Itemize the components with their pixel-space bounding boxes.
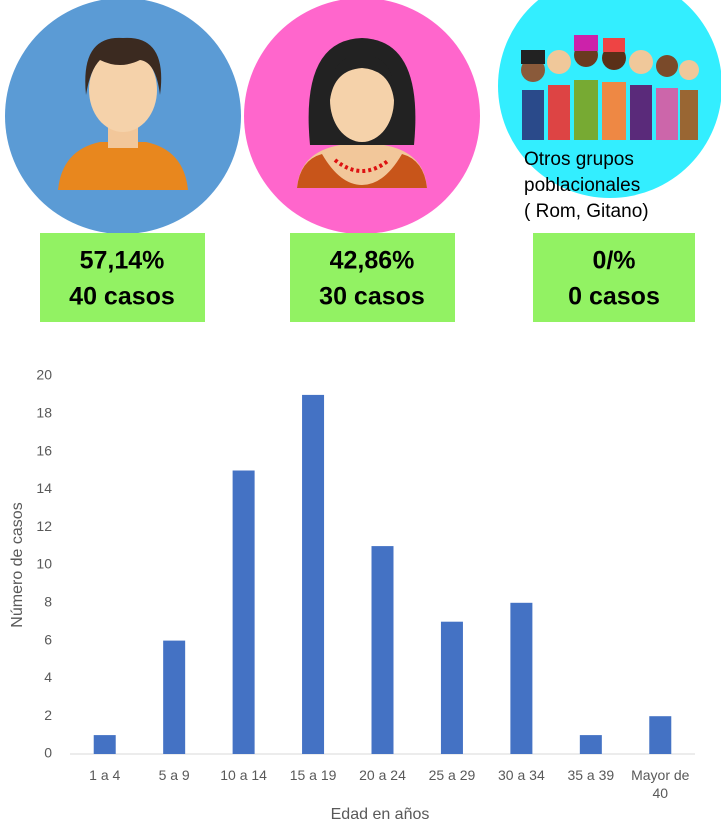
bar (233, 471, 255, 755)
bar (441, 622, 463, 754)
x-tick-label: Mayor de 40 (627, 766, 693, 802)
bar (163, 641, 185, 754)
y-tick-label: 14 (36, 480, 52, 496)
bar (510, 603, 532, 754)
bar (580, 735, 602, 754)
cases: 0 casos (568, 283, 660, 311)
y-tick-label: 20 (36, 367, 52, 383)
x-axis-label: Edad en años (331, 806, 430, 823)
x-tick-label: 1 a 4 (72, 766, 138, 784)
y-tick-label: 18 (36, 405, 52, 421)
x-tick-label: 10 a 14 (211, 766, 277, 784)
page: Otros grupos poblacionales ( Rom, Gitano… (0, 0, 721, 825)
x-tick-label: 25 a 29 (419, 766, 485, 784)
y-tick-label: 16 (36, 442, 52, 458)
bar (649, 716, 671, 754)
percent: 42,86% (330, 247, 415, 275)
bar (302, 395, 324, 754)
cases: 30 casos (319, 283, 425, 311)
percent: 0/% (592, 247, 635, 275)
bar (372, 546, 394, 754)
y-tick-label: 0 (44, 745, 52, 761)
caption-line: ( Rom, Gitano) (524, 201, 649, 222)
y-tick-label: 2 (44, 707, 52, 723)
y-tick-label: 8 (44, 594, 52, 610)
y-axis-label: Número de casos (9, 502, 26, 627)
infographic: Otros grupos poblacionales ( Rom, Gitano… (0, 0, 721, 825)
y-tick-label: 10 (36, 556, 52, 572)
x-tick-label: 30 a 34 (488, 766, 554, 784)
x-tick-label: 35 a 39 (558, 766, 624, 784)
x-tick-label: 5 a 9 (141, 766, 207, 784)
caption-line: Otros grupos (524, 149, 634, 170)
bar (94, 735, 116, 754)
cases: 40 casos (69, 283, 175, 311)
x-tick-label: 15 a 19 (280, 766, 346, 784)
y-tick-label: 12 (36, 518, 52, 534)
x-tick-label: 20 a 24 (350, 766, 416, 784)
y-tick-label: 6 (44, 631, 52, 647)
caption-line: poblacionales (524, 175, 640, 196)
y-tick-label: 4 (44, 669, 52, 685)
percent: 57,14% (80, 247, 165, 275)
